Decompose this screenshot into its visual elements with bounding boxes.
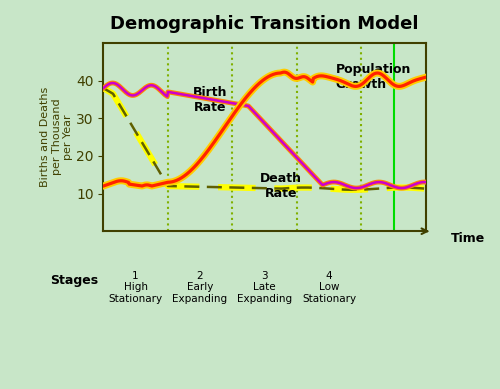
Text: Birth
Rate: Birth Rate [192,86,227,114]
Text: Death
Rate: Death Rate [260,172,302,200]
Text: 1
High
Stationary: 1 High Stationary [108,271,162,304]
Text: 3
Late
Expanding: 3 Late Expanding [237,271,292,304]
Text: 2
Early
Expanding: 2 Early Expanding [172,271,228,304]
Title: Demographic Transition Model: Demographic Transition Model [110,15,419,33]
Y-axis label: Births and Deaths
per Thousand
per Year: Births and Deaths per Thousand per Year [40,87,73,187]
Text: Stages: Stages [50,274,98,287]
Text: Time: Time [451,232,485,245]
Text: 4
Low
Stationary: 4 Low Stationary [302,271,356,304]
Text: Population
Growth: Population Growth [336,63,411,91]
